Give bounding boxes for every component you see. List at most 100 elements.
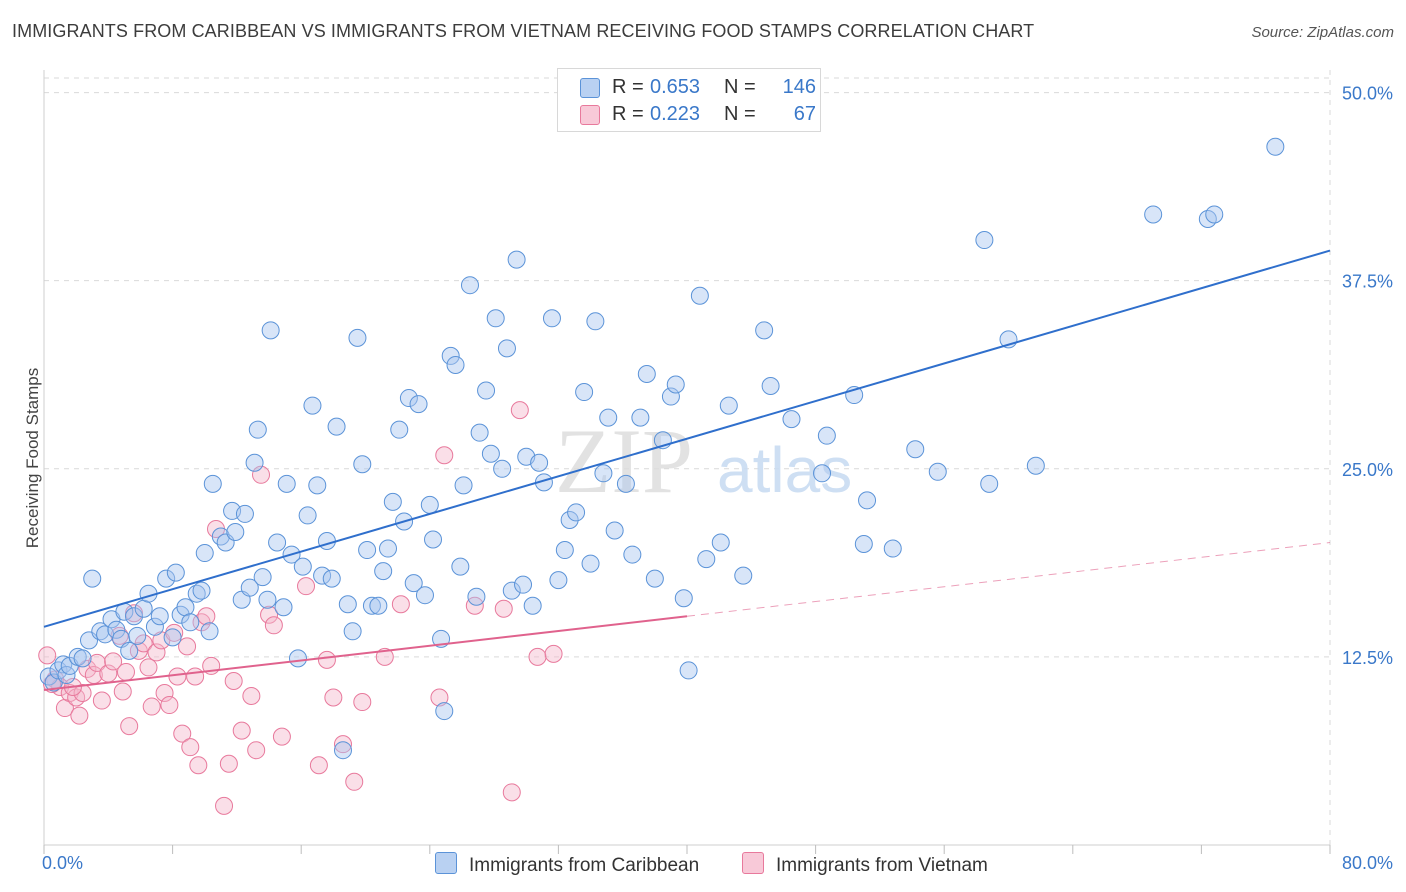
- data-point-caribbean: [293, 557, 312, 576]
- data-point-caribbean: [623, 545, 642, 564]
- data-point-caribbean: [128, 626, 147, 645]
- data-point-caribbean: [313, 566, 332, 585]
- data-point-caribbean: [674, 589, 693, 608]
- data-point-caribbean: [374, 562, 393, 581]
- trend-line-vietnam-extension: [686, 542, 1331, 617]
- data-point-vietnam: [219, 754, 238, 773]
- data-point-caribbean: [637, 364, 656, 383]
- data-point-caribbean: [268, 533, 287, 552]
- trend-lines: [43, 249, 1331, 691]
- data-point-vietnam: [139, 658, 158, 677]
- data-point-caribbean: [379, 539, 398, 558]
- data-point-caribbean: [192, 581, 211, 600]
- data-point-caribbean: [734, 566, 753, 585]
- data-point-caribbean: [120, 641, 139, 660]
- data-point-vietnam: [113, 682, 132, 701]
- data-point-caribbean: [454, 476, 473, 495]
- data-point-caribbean: [661, 387, 680, 406]
- data-point-caribbean: [530, 453, 549, 472]
- data-point-vietnam: [510, 401, 529, 420]
- data-point-caribbean: [277, 474, 296, 493]
- data-point-vietnam: [104, 652, 123, 671]
- data-point-caribbean: [145, 617, 164, 636]
- data-point-caribbean: [813, 464, 832, 483]
- data-point-vietnam: [120, 717, 139, 736]
- data-point-vietnam: [215, 796, 234, 815]
- data-point-vietnam: [544, 644, 563, 663]
- data-point-caribbean: [409, 395, 428, 414]
- data-point-caribbean: [134, 599, 153, 618]
- data-point-caribbean: [176, 598, 195, 617]
- data-point-caribbean: [928, 462, 947, 481]
- tick-labels: 12.5% 25.0% 37.5% 50.0% 0.0% 80.0%: [42, 84, 1393, 873]
- data-point-caribbean: [424, 530, 443, 549]
- data-point-caribbean: [586, 312, 605, 331]
- data-point-vietnam: [435, 446, 454, 465]
- data-point-caribbean: [575, 383, 594, 402]
- data-point-caribbean: [125, 607, 144, 626]
- data-point-vietnam: [70, 706, 89, 725]
- data-point-caribbean: [261, 321, 280, 340]
- data-point-caribbean: [298, 506, 317, 525]
- watermark: ZIP atlas: [555, 410, 852, 512]
- watermark-zip: ZIP: [555, 410, 693, 512]
- data-point-vietnam: [73, 684, 92, 703]
- data-point-caribbean: [631, 408, 650, 427]
- data-point-caribbean: [549, 571, 568, 590]
- data-point-vietnam: [247, 741, 266, 760]
- data-point-vietnam: [181, 738, 200, 757]
- trend-line-vietnam: [43, 615, 688, 691]
- data-point-caribbean: [253, 568, 272, 587]
- data-point-caribbean: [163, 628, 182, 647]
- y-tick-label: 25.0%: [1342, 460, 1393, 480]
- data-point-caribbean: [460, 276, 479, 295]
- data-point-caribbean: [975, 231, 994, 250]
- data-point-caribbean: [203, 474, 222, 493]
- data-point-caribbean: [697, 550, 716, 569]
- bottom-legend-vietnam: Immigrants from Vietnam: [742, 852, 988, 876]
- data-point-caribbean: [690, 286, 709, 305]
- data-point-caribbean: [782, 410, 801, 429]
- data-point-vietnam: [297, 577, 316, 596]
- data-point-caribbean: [322, 569, 341, 588]
- legend-n-label: N =: [724, 103, 756, 125]
- data-point-vietnam: [38, 646, 57, 665]
- data-point-vietnam: [224, 671, 243, 690]
- data-point-caribbean: [1266, 137, 1285, 156]
- data-point-caribbean: [399, 389, 418, 408]
- data-point-caribbean: [567, 503, 586, 522]
- data-point-vietnam: [186, 667, 205, 686]
- data-point-vietnam: [353, 693, 372, 712]
- data-point-caribbean: [1198, 209, 1217, 228]
- data-point-vietnam: [375, 647, 394, 666]
- data-point-caribbean: [390, 420, 409, 439]
- data-point-caribbean: [477, 381, 496, 400]
- data-point-caribbean: [493, 459, 512, 478]
- bottom-legend-caribbean: Immigrants from Caribbean: [435, 852, 699, 876]
- data-point-vietnam: [324, 688, 343, 707]
- data-point-caribbean: [523, 596, 542, 615]
- data-point-caribbean: [333, 741, 352, 760]
- data-point-vietnam: [242, 687, 261, 706]
- data-point-caribbean: [761, 377, 780, 396]
- data-point-caribbean: [883, 539, 902, 558]
- data-point-caribbean: [555, 541, 574, 560]
- chart-source: Source: ZipAtlas.com: [1251, 24, 1394, 41]
- data-point-caribbean: [39, 667, 58, 686]
- data-point-vietnam: [345, 772, 364, 791]
- data-point-caribbean: [666, 375, 685, 394]
- data-point-caribbean: [258, 590, 277, 609]
- data-point-caribbean: [446, 355, 465, 374]
- legend-n-value: 146: [782, 76, 816, 98]
- data-point-caribbean: [1144, 205, 1163, 224]
- data-point-caribbean: [383, 492, 402, 511]
- data-point-caribbean: [451, 557, 470, 576]
- data-point-caribbean: [362, 596, 381, 615]
- data-point-vietnam: [272, 727, 291, 746]
- data-point-caribbean: [497, 339, 516, 358]
- legend-r-value: 0.653: [650, 76, 701, 98]
- y-tick-label: 50.0%: [1342, 84, 1393, 104]
- data-point-vietnam: [147, 643, 166, 662]
- data-point-caribbean: [415, 586, 434, 605]
